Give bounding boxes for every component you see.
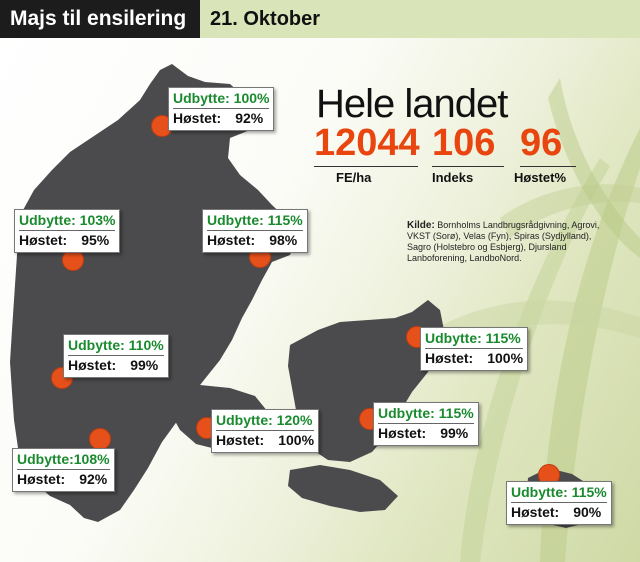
location-card: Udbytte: 115% Høstet: 100%: [420, 327, 529, 371]
harvested-rule: [520, 166, 576, 167]
header-bar: Majs til ensilering 21. Oktober: [0, 0, 640, 38]
harvested-value: 100%: [278, 432, 315, 448]
harvested-label: Høstet:: [216, 432, 265, 448]
yield-value: Udbytte:108%: [17, 451, 110, 470]
location-card: Udbytte:108% Høstet: 92%: [12, 448, 115, 492]
yield-value: Udbytte: 120%: [216, 412, 315, 431]
harvested-value: 95%: [81, 232, 110, 248]
harvested-label: Høstet%: [514, 170, 567, 185]
harvested-label: Høstet:: [17, 471, 66, 487]
harvested-value: 96: [520, 122, 563, 164]
harvested-value: 98%: [269, 232, 298, 248]
location-card: Udbytte: 115% Høstet: 90%: [506, 481, 612, 525]
yield-value: Udbytte: 115%: [425, 330, 524, 349]
harvested-label: Høstet:: [378, 425, 427, 441]
date-label: 21. Oktober: [200, 0, 640, 38]
fe-value: 12044: [314, 122, 420, 164]
location-card: Udbytte: 110% Høstet: 99%: [63, 334, 169, 378]
source-text: Bornholms Landbrugsrådgivning, Agrovi, V…: [407, 220, 600, 263]
yield-value: Udbytte: 110%: [68, 337, 164, 356]
index-rule: [432, 166, 504, 167]
harvested-label: Høstet:: [511, 504, 560, 520]
page-title: Majs til ensilering: [0, 0, 200, 38]
harvested-label: Høstet:: [207, 232, 256, 248]
harvested-label: Høstet:: [425, 350, 474, 366]
yield-value: Udbytte: 100%: [173, 90, 270, 109]
yield-value: Udbytte: 103%: [19, 212, 116, 231]
source-note: Kilde: Bornholms Landbrugsrådgivning, Ag…: [407, 220, 607, 264]
harvested-value: 92%: [235, 110, 264, 126]
location-card: Udbytte: 115% Høstet: 98%: [202, 209, 308, 253]
harvested-label: Høstet:: [173, 110, 222, 126]
harvested-value: 99%: [440, 425, 469, 441]
harvested-label: Høstet:: [68, 357, 117, 373]
index-value: 106: [432, 122, 496, 164]
yield-value: Udbytte: 115%: [511, 484, 607, 503]
location-card: Udbytte: 115% Høstet: 99%: [373, 402, 479, 446]
harvested-value: 99%: [130, 357, 159, 373]
zealand-landmass: [288, 300, 444, 462]
fe-rule: [314, 166, 418, 167]
harvested-value: 90%: [573, 504, 602, 520]
location-card: Udbytte: 120% Høstet: 100%: [211, 409, 320, 453]
lolland-landmass: [288, 465, 398, 512]
fe-label: FE/ha: [336, 170, 372, 185]
summary-title: Hele landet: [316, 82, 508, 126]
index-label: Indeks: [432, 170, 474, 185]
yield-value: Udbytte: 115%: [378, 405, 474, 424]
location-card: Udbytte: 103% Høstet: 95%: [14, 209, 121, 253]
source-label: Kilde:: [407, 220, 435, 231]
harvested-label: Høstet:: [19, 232, 68, 248]
location-marker[interactable]: [89, 428, 111, 450]
harvested-value: 100%: [487, 350, 524, 366]
national-summary: Hele landet 12044 106 96 FE/ha Indeks Hø…: [310, 82, 600, 192]
jutland-landmass: [10, 64, 296, 522]
location-card: Udbytte: 100% Høstet: 92%: [168, 87, 275, 131]
harvested-value: 92%: [79, 471, 108, 487]
yield-value: Udbytte: 115%: [207, 212, 303, 231]
